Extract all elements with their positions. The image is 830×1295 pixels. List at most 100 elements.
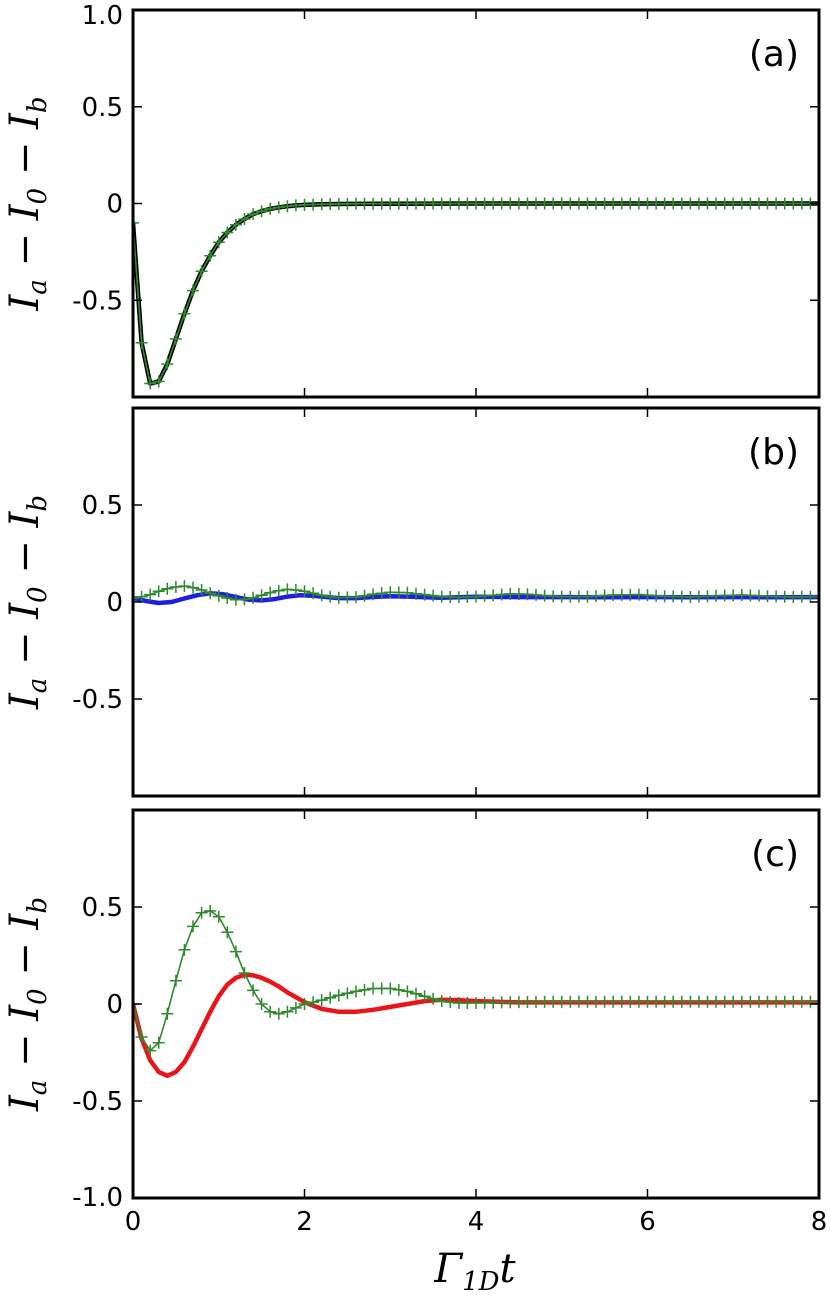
- panel-label-b: (b): [748, 432, 799, 473]
- plus-marker: [332, 989, 345, 1002]
- plus-marker: [144, 377, 157, 390]
- x-tick-label: 8: [811, 1207, 828, 1237]
- plus-marker: [298, 585, 311, 598]
- x-tick-label: 0: [125, 1207, 142, 1237]
- plus-marker: [272, 201, 285, 214]
- plus-marker: [410, 587, 422, 600]
- plus-marker: [133, 592, 139, 605]
- plus-marker: [178, 943, 191, 956]
- plus-marker: [161, 582, 174, 595]
- plus-marker: [238, 593, 251, 606]
- plus-marker: [144, 588, 157, 601]
- y-axis-title: Ia − I0 − Ib: [2, 96, 53, 311]
- y-tick-label: 0.5: [82, 491, 123, 521]
- plus-marker: [281, 1005, 294, 1018]
- panel-b: 0.5 0 -0.5 (b) Ia − I0 − Ib: [2, 406, 821, 798]
- plus-marker: [238, 213, 251, 225]
- plus-marker: [418, 990, 431, 1003]
- panel-a: 1.0 0.5 0 -0.5 (a) Ia − I0 − Ib: [2, 1, 821, 399]
- plus-marker: [238, 967, 251, 979]
- plus-marker: [187, 284, 199, 297]
- plus-marker: [427, 589, 440, 602]
- plus-marker: [144, 1044, 157, 1057]
- plus-marker: [169, 581, 182, 593]
- plus-marker: [315, 589, 328, 602]
- y-tick-label: -0.5: [72, 286, 123, 316]
- y-tick-label: 0.5: [82, 93, 123, 123]
- y-tick-label: 0: [106, 990, 123, 1020]
- x-axis-title: Γ1Dt: [433, 1246, 516, 1295]
- plus-marker: [169, 332, 182, 345]
- plus-marker: [187, 581, 199, 594]
- plus-marker: [255, 205, 268, 218]
- panel-label-a: (a): [749, 34, 799, 75]
- plus-marker: [444, 996, 457, 1009]
- plus-marker: [195, 584, 208, 596]
- plus-marker: [247, 208, 260, 221]
- plus-marker: [229, 945, 242, 958]
- plus-marker: [401, 586, 414, 599]
- panel-c: 0 2 4 6 8 0.5 0 -0.5 -1.0 (c) Ia − I0 − Ib: [2, 808, 828, 1237]
- plus-marker: [135, 336, 148, 349]
- y-tick-label: 1.0: [82, 1, 123, 31]
- plus-marker: [161, 358, 174, 371]
- y-axis-title: Ia − I0 − Ib: [2, 897, 53, 1112]
- plus-marker: [221, 926, 234, 939]
- plus-marker: [212, 910, 225, 923]
- plus-marker: [350, 985, 362, 998]
- plus-marker: [229, 218, 242, 231]
- plus-marker: [418, 588, 431, 601]
- plus-marker: [375, 587, 388, 600]
- series-line-green-c: [133, 910, 819, 1052]
- plus-marker: [307, 587, 320, 600]
- y-tick-label: -0.5: [72, 685, 123, 715]
- plus-marker: [289, 1001, 302, 1014]
- plus-marker: [813, 995, 819, 1008]
- plus-marker: [401, 985, 414, 998]
- plus-marker: [187, 920, 199, 933]
- plus-marker: [221, 226, 234, 239]
- plus-marker: [221, 592, 234, 604]
- plus-marker: [195, 906, 208, 919]
- plus-marker: [135, 590, 148, 603]
- y-tick-label: 0: [106, 588, 123, 618]
- x-tick-label: 6: [639, 1207, 656, 1237]
- plus-marker: [384, 982, 397, 995]
- plus-marker: [255, 589, 268, 602]
- plus-marker: [315, 994, 328, 1007]
- plus-marker: [289, 584, 302, 596]
- plus-marker: [435, 995, 448, 1008]
- plus-marker: [298, 998, 311, 1010]
- plus-marker: [255, 998, 268, 1010]
- plus-marker: [350, 591, 362, 604]
- plus-marker: [247, 591, 260, 604]
- plus-marker: [264, 202, 277, 215]
- plus-marker: [281, 200, 294, 213]
- x-tick-label: 2: [296, 1207, 313, 1237]
- plus-marker: [272, 584, 285, 597]
- plus-marker: [324, 590, 337, 603]
- panel-label-c: (c): [751, 834, 799, 875]
- y-axis-title: Ia − I0 − Ib: [2, 495, 53, 710]
- plus-marker: [367, 588, 380, 601]
- plus-marker: [178, 580, 191, 593]
- plus-marker: [178, 307, 191, 320]
- plus-marker: [272, 1007, 285, 1020]
- plus-marker: [324, 991, 337, 1004]
- series-line-main-c: [133, 972, 819, 1079]
- y-tick-label: 0.5: [82, 893, 123, 923]
- plus-marker: [341, 987, 354, 1000]
- plus-marker: [307, 996, 320, 1009]
- plus-marker: [161, 1007, 174, 1020]
- plus-marker: [247, 984, 260, 997]
- x-tick-label: 4: [468, 1207, 485, 1237]
- plus-marker: [135, 1031, 148, 1043]
- plus-marker: [427, 992, 440, 1005]
- plus-marker: [392, 983, 405, 996]
- plus-marker: [133, 216, 139, 229]
- plus-marker: [204, 587, 217, 600]
- plus-marker: [169, 974, 182, 987]
- plus-marker: [204, 249, 217, 262]
- plus-marker: [410, 987, 422, 1000]
